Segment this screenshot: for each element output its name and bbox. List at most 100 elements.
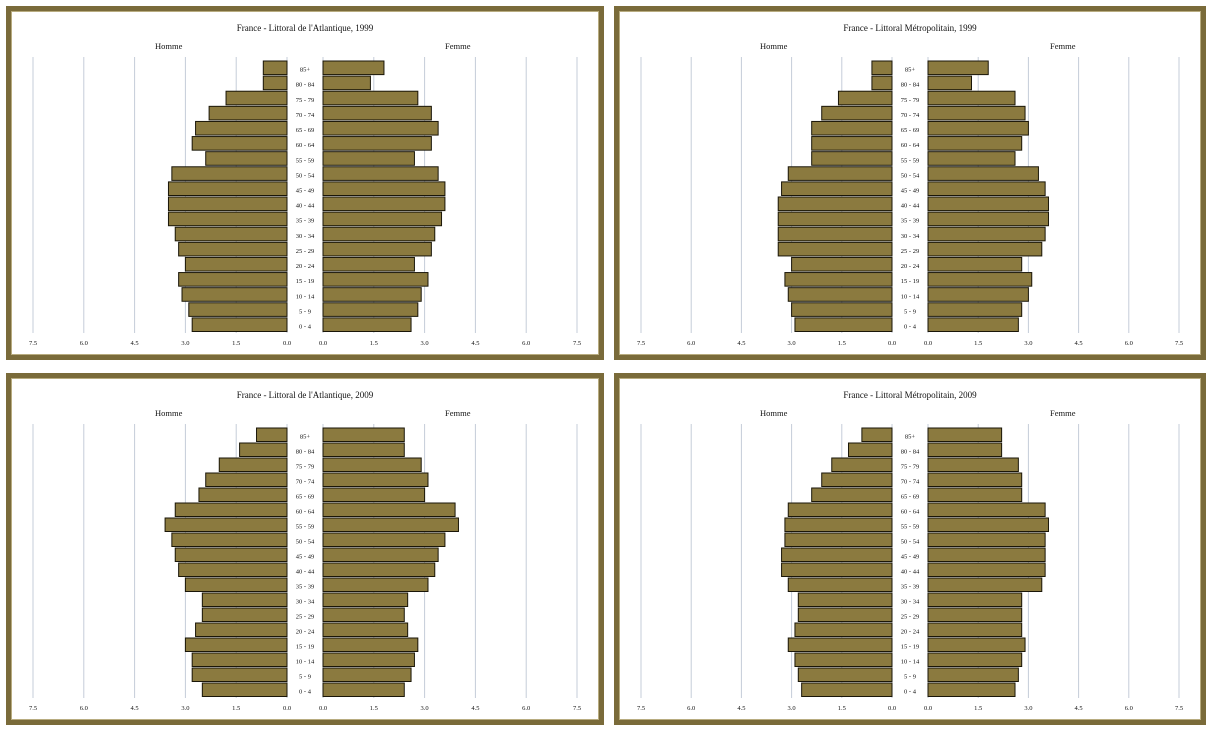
bar-femme xyxy=(322,607,405,622)
bar-homme xyxy=(225,90,288,106)
age-group-label: 65 - 69 xyxy=(901,127,919,134)
bar-femme xyxy=(322,196,446,212)
age-group-label: 85+ xyxy=(905,67,916,74)
age-group-label: 40 - 44 xyxy=(296,203,315,210)
age-group-label: 5 - 9 xyxy=(299,674,311,681)
x-tick-label: 3.0 xyxy=(1024,705,1032,712)
right-side-label: Femme xyxy=(445,41,471,51)
x-tick-label: 0.0 xyxy=(888,705,896,712)
x-tick-label: 4.5 xyxy=(471,705,479,712)
bar-femme xyxy=(927,652,1023,667)
age-group-label: 45 - 49 xyxy=(901,554,919,561)
x-tick-label: 1.5 xyxy=(370,705,378,712)
bar-homme xyxy=(174,547,288,562)
bar-femme xyxy=(927,60,989,76)
pyramid-panel-metropolitain-1999: France - Littoral Métropolitain, 1999 Hom… xyxy=(614,6,1206,360)
age-group-label: 20 - 24 xyxy=(296,263,315,270)
age-group-label: 85+ xyxy=(905,434,916,441)
bar-femme xyxy=(322,652,415,667)
x-tick-label: 6.0 xyxy=(522,340,530,347)
age-group-label: 20 - 24 xyxy=(296,629,315,636)
age-group-label: 45 - 49 xyxy=(296,554,314,561)
bar-homme xyxy=(239,442,288,457)
age-group-label: 75 - 79 xyxy=(296,464,314,471)
bar-homme xyxy=(171,166,288,181)
bar-homme xyxy=(784,532,893,547)
age-group-label: 20 - 24 xyxy=(901,263,920,270)
bar-femme xyxy=(927,90,1016,106)
bar-homme xyxy=(201,607,288,622)
bar-homme xyxy=(195,120,288,136)
age-group-label: 75 - 79 xyxy=(901,464,919,471)
bar-homme xyxy=(218,457,288,472)
left-side-label: Homme xyxy=(760,408,788,418)
x-tick-label: 0.0 xyxy=(924,705,932,712)
bar-femme xyxy=(322,226,436,242)
bar-femme xyxy=(322,667,412,682)
bar-femme xyxy=(927,607,1023,622)
age-group-label: 10 - 14 xyxy=(296,659,315,666)
pyramid-panel-atlantique-1999: France - Littoral de l'Atlantique, 1999 H… xyxy=(6,6,604,360)
x-tick-label: 0.0 xyxy=(888,340,896,347)
x-tick-label: 6.0 xyxy=(80,705,88,712)
age-group-label: 40 - 44 xyxy=(901,203,920,210)
x-tick-label: 0.0 xyxy=(924,340,932,347)
bar-femme xyxy=(322,302,419,317)
x-tick-label: 4.5 xyxy=(131,705,139,712)
bar-femme xyxy=(927,120,1029,136)
bar-femme xyxy=(322,562,436,577)
bar-femme xyxy=(322,60,385,76)
bar-homme xyxy=(777,196,893,212)
bar-femme xyxy=(322,622,409,637)
bar-femme xyxy=(927,577,1043,592)
x-tick-label: 0.0 xyxy=(283,340,291,347)
bar-homme xyxy=(787,166,893,181)
bar-homme xyxy=(164,517,288,532)
bar-homme xyxy=(178,272,288,287)
age-group-label: 0 - 4 xyxy=(299,324,312,331)
bar-femme xyxy=(927,637,1026,652)
age-group-label: 40 - 44 xyxy=(296,569,315,576)
x-tick-label: 7.5 xyxy=(573,705,581,712)
age-group-label: 35 - 39 xyxy=(296,218,314,225)
age-group-label: 15 - 19 xyxy=(901,644,919,651)
x-tick-label: 1.5 xyxy=(370,340,378,347)
x-tick-label: 0.0 xyxy=(283,705,291,712)
pyramid-panel-metropolitain-2009: France - Littoral Métropolitain, 2009 Hom… xyxy=(614,373,1206,725)
age-group-label: 60 - 64 xyxy=(901,509,920,516)
x-tick-label: 4.5 xyxy=(737,705,745,712)
bar-femme xyxy=(927,317,1019,332)
bar-femme xyxy=(927,487,1023,502)
bar-homme xyxy=(794,622,893,637)
bar-homme xyxy=(208,105,288,121)
bar-homme xyxy=(262,60,288,76)
x-tick-label: 4.5 xyxy=(737,340,745,347)
age-group-label: 20 - 24 xyxy=(901,629,920,636)
x-tick-label: 4.5 xyxy=(471,340,479,347)
bar-femme xyxy=(322,151,415,166)
bar-femme xyxy=(927,457,1019,472)
bar-femme xyxy=(927,427,1003,442)
bar-femme xyxy=(322,472,429,487)
age-group-label: 10 - 14 xyxy=(296,293,315,300)
age-group-label: 80 - 84 xyxy=(901,449,920,456)
bar-homme xyxy=(781,547,893,562)
age-group-label: 0 - 4 xyxy=(299,689,312,696)
pyramid-chart: France - Littoral de l'Atlantique, 1999 H… xyxy=(29,23,581,347)
bar-homme xyxy=(811,151,893,166)
age-group-label: 50 - 54 xyxy=(901,539,920,546)
x-tick-label: 1.5 xyxy=(838,705,846,712)
bar-homme xyxy=(797,592,893,607)
bar-femme xyxy=(927,241,1043,257)
age-group-label: 35 - 39 xyxy=(296,584,314,591)
age-group-label: 30 - 34 xyxy=(901,233,920,240)
bar-femme xyxy=(927,287,1029,302)
bar-femme xyxy=(927,272,1033,287)
bar-femme xyxy=(927,442,1003,457)
chart-title: France - Littoral Métropolitain, 1999 xyxy=(843,23,977,33)
age-group-label: 80 - 84 xyxy=(296,82,315,89)
x-tick-label: 7.5 xyxy=(1175,340,1183,347)
age-group-label: 75 - 79 xyxy=(296,97,314,104)
age-group-label: 15 - 19 xyxy=(296,278,314,285)
age-group-label: 60 - 64 xyxy=(901,142,920,149)
